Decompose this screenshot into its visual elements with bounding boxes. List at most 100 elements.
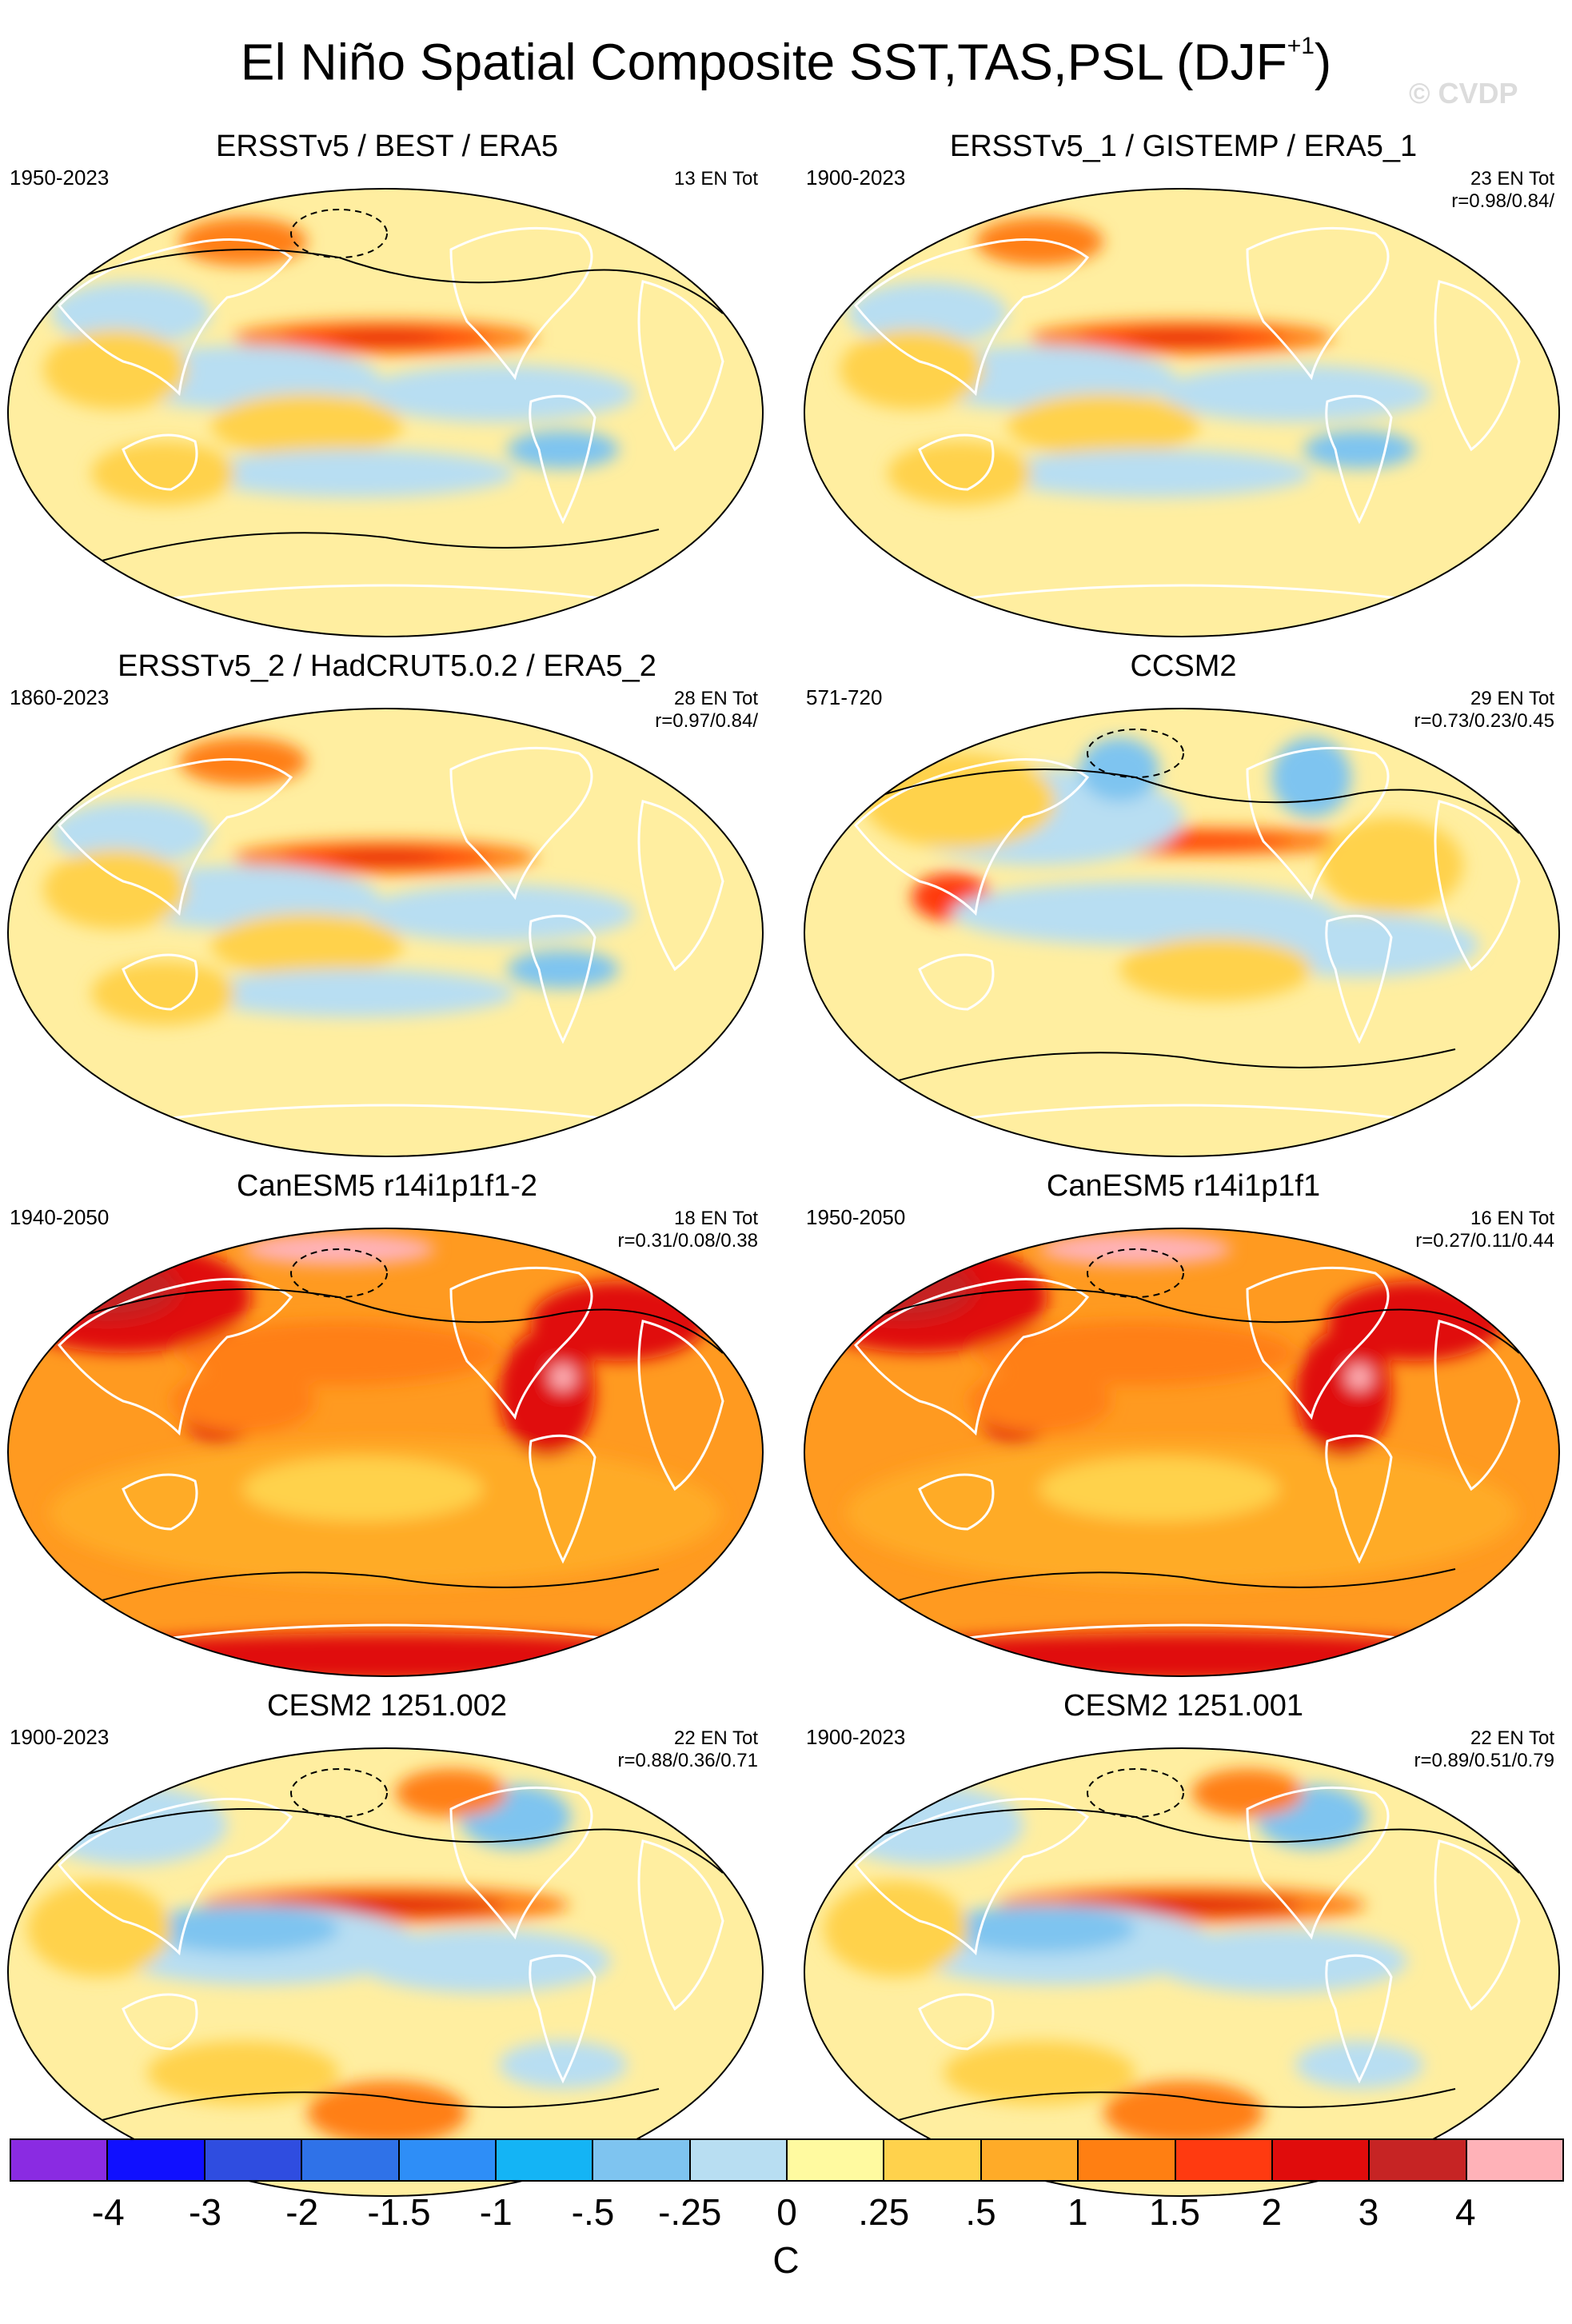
colorbar-tick-label: 3 bbox=[1358, 2191, 1379, 2233]
globe-border bbox=[804, 188, 1560, 637]
anomaly-region bbox=[1151, 1929, 1407, 1993]
coastline bbox=[529, 914, 596, 1044]
anomaly-region bbox=[507, 950, 619, 988]
panel-years: 1940-2050 bbox=[10, 1205, 110, 1229]
anomaly-region bbox=[944, 2041, 1135, 2105]
anomaly-region bbox=[888, 441, 1031, 505]
anomaly-region bbox=[147, 1905, 339, 1953]
panel-years: 1860-2023 bbox=[10, 685, 110, 709]
anomaly-region bbox=[211, 393, 403, 457]
psl-contour bbox=[98, 1568, 660, 1602]
anomaly-region bbox=[51, 801, 211, 865]
coastline bbox=[1246, 1266, 1390, 1420]
anomaly-region bbox=[499, 2041, 627, 2089]
psl-contour-negative bbox=[1087, 1768, 1184, 1818]
panel-title: CESM2 1251.001 bbox=[1063, 1689, 1303, 1723]
anomaly-region bbox=[824, 1881, 968, 1977]
colorbar-box bbox=[690, 2140, 788, 2180]
coastline bbox=[57, 238, 293, 397]
panel-pattern-correlation: r=0.88/0.36/0.71 bbox=[617, 1750, 758, 1771]
anomaly-region bbox=[147, 2041, 339, 2105]
anomaly-region bbox=[1039, 1457, 1279, 1521]
globe-border bbox=[7, 1228, 764, 1677]
psl-contour bbox=[98, 2088, 660, 2122]
coastline bbox=[57, 758, 293, 916]
anomaly-region bbox=[243, 1457, 483, 1521]
coastline bbox=[853, 1278, 1090, 1436]
anomaly-region bbox=[1303, 430, 1415, 469]
coastline bbox=[146, 584, 628, 603]
psl-contour-negative bbox=[1087, 1248, 1184, 1298]
anomaly-region bbox=[1079, 737, 1159, 801]
coastline bbox=[449, 1266, 593, 1420]
colorbar-box bbox=[593, 2140, 691, 2180]
coastline bbox=[1434, 1839, 1521, 2011]
psl-contour bbox=[66, 1808, 724, 1874]
coastline bbox=[1246, 746, 1390, 900]
colorbar-box bbox=[981, 2140, 1079, 2180]
colorbar-box bbox=[788, 2140, 885, 2180]
psl-contour bbox=[895, 1048, 1456, 1082]
panel-en-count: 13 EN Tot bbox=[674, 168, 758, 190]
coastline bbox=[122, 433, 198, 491]
coastline bbox=[146, 1104, 628, 1123]
panel-title: ERSSTv5 / BEST / ERA5 bbox=[215, 130, 558, 163]
globe-map bbox=[804, 1747, 1560, 2197]
psl-contour-negative bbox=[1087, 729, 1184, 778]
anomaly-region bbox=[1319, 817, 1463, 913]
colorbar-tick-label: -1.5 bbox=[367, 2191, 431, 2233]
anomaly-region bbox=[91, 961, 235, 1025]
coastline bbox=[57, 1798, 293, 1956]
panel-en-count: 29 EN Tot bbox=[1470, 688, 1554, 709]
anomaly-region bbox=[35, 1785, 227, 1865]
anomaly-region bbox=[91, 441, 235, 505]
colorbar-tick-label: 4 bbox=[1454, 2191, 1476, 2233]
colorbar-box bbox=[108, 2140, 205, 2180]
psl-contour bbox=[863, 769, 1520, 834]
sst-anomaly-field bbox=[8, 189, 763, 637]
title-suffix: ) bbox=[1314, 33, 1332, 91]
panel-en-count: 22 EN Tot bbox=[674, 1727, 758, 1749]
anomaly-region bbox=[952, 881, 1335, 945]
anomaly-region bbox=[195, 969, 515, 1017]
psl-contour bbox=[66, 249, 724, 314]
sst-anomaly-field bbox=[804, 709, 1559, 1156]
map-panel: ERSSTv5_2 / HadCRUT5.0.2 / ERA5_2 1860-20… bbox=[3, 648, 771, 1160]
panel-years: 571-720 bbox=[806, 685, 883, 709]
anomaly-region bbox=[944, 1905, 1135, 1953]
colorbar-tick-label: 2 bbox=[1261, 2191, 1283, 2233]
coastline bbox=[918, 1993, 995, 2050]
colorbar-box bbox=[1466, 2140, 1562, 2180]
panel-pattern-correlation: r=0.27/0.11/0.44 bbox=[1415, 1230, 1554, 1252]
map-panel: ERSSTv5 / BEST / ERA5 1950-2023 13 EN Tot bbox=[3, 128, 771, 640]
anomaly-region bbox=[1159, 365, 1431, 422]
anomaly-region bbox=[27, 1881, 171, 1977]
sst-anomaly-field bbox=[804, 1228, 1559, 1676]
globe-border bbox=[7, 188, 764, 637]
anomaly-region bbox=[1295, 1329, 1391, 1457]
panel-years: 1900-2023 bbox=[10, 1725, 110, 1749]
globe-border bbox=[804, 1228, 1560, 1677]
colorbar-tick-label: 1 bbox=[1067, 2191, 1088, 2233]
coastline bbox=[57, 1278, 293, 1436]
anomaly-region bbox=[179, 218, 307, 266]
coastline bbox=[449, 746, 593, 900]
panel-title: CCSM2 bbox=[1130, 649, 1237, 683]
coastline bbox=[1434, 280, 1521, 452]
anomaly-region bbox=[329, 332, 441, 343]
panel-pattern-correlation: r=0.89/0.51/0.79 bbox=[1414, 1750, 1554, 1771]
globe-border bbox=[7, 708, 764, 1157]
psl-contour bbox=[895, 2088, 1456, 2122]
psl-contour bbox=[863, 1808, 1520, 1874]
colorbar-box bbox=[1370, 2140, 1467, 2180]
coastline bbox=[637, 1320, 724, 1491]
colorbar-box bbox=[1079, 2140, 1176, 2180]
colorbar-box bbox=[11, 2140, 109, 2180]
panel-en-count: 23 EN Tot bbox=[1470, 168, 1554, 190]
coastline bbox=[1325, 1434, 1393, 1564]
coastline bbox=[1246, 1786, 1390, 1940]
anomaly-region bbox=[43, 329, 187, 409]
coastline bbox=[449, 1786, 593, 1940]
panel-years: 1900-2023 bbox=[806, 166, 906, 190]
psl-contour bbox=[66, 1288, 724, 1354]
